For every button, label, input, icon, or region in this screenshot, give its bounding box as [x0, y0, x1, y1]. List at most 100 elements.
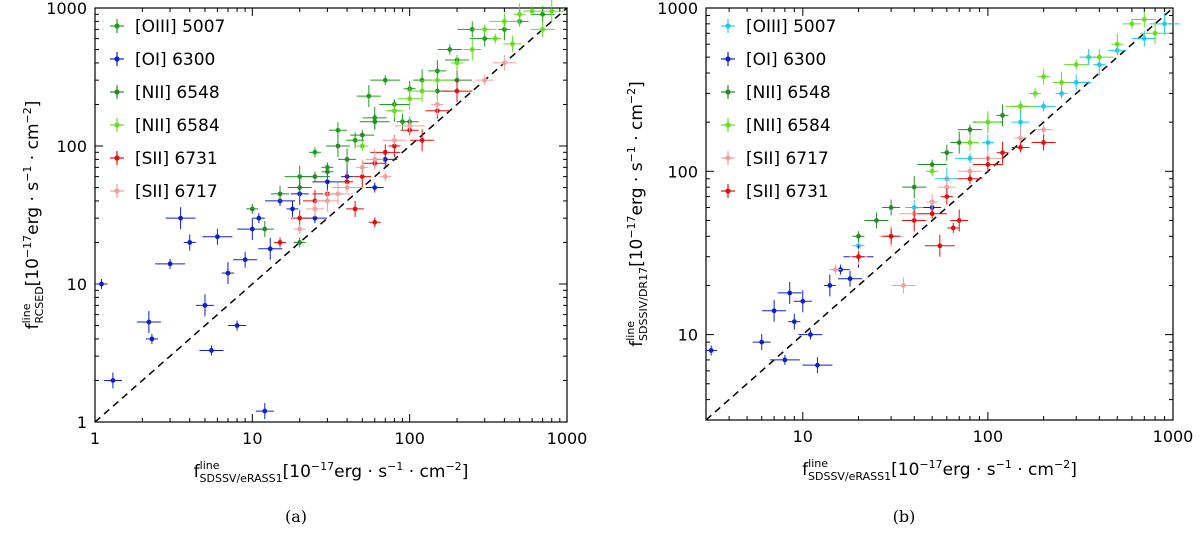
data-point [985, 140, 991, 145]
data-point [407, 96, 413, 102]
data-point [529, 8, 535, 14]
legend-marker [725, 122, 731, 128]
data-point [1152, 30, 1158, 36]
data-point [434, 68, 440, 74]
data-point [359, 143, 365, 149]
x-axis-label: fline SDSSV/eRASS1[10−17erg · s−1 · cm−2] [802, 457, 1077, 483]
data-point [967, 168, 973, 174]
legend-label: [NII] 6548 [746, 83, 831, 103]
x-tick-label: 1000 [1153, 427, 1194, 446]
data-point [1018, 103, 1023, 109]
data-point [335, 143, 341, 149]
data-point [800, 298, 806, 304]
data-point [501, 60, 507, 66]
data-point [110, 378, 116, 383]
series--nii-6584 [356, 0, 564, 151]
x-tick-label: 1000 [547, 429, 588, 448]
data-point [419, 88, 425, 94]
legend-marker [114, 89, 120, 95]
data-point [1041, 74, 1047, 80]
data-point [178, 215, 184, 221]
data-point [392, 143, 397, 149]
data-point [482, 77, 488, 83]
legend: [OIII] 5007 [OI] 6300 [NII] 6548 [NII] 6584… [110, 17, 225, 202]
y-tick-label: 10 [678, 326, 698, 345]
legend-label: [OI] 6300 [746, 50, 826, 70]
data-point [234, 323, 240, 328]
y-tick-label: 1000 [46, 0, 87, 18]
series--sii-6731 [852, 134, 1056, 262]
panel-a: 1 10 100 1000 1 10 100 1000 [OIII] 5007 [OI] 6300… [46, 0, 587, 526]
y-axis-label: flineSDSSIV/DR17[10−17erg · s−1 · cm−2] [624, 81, 650, 347]
data-point [209, 348, 214, 353]
legend-label: [SII] 6717 [746, 149, 829, 169]
data-point [856, 254, 861, 260]
data-point [1000, 112, 1005, 118]
data-point [1073, 62, 1079, 68]
data-point [352, 206, 358, 212]
data-point [454, 88, 460, 94]
data-point [540, 26, 546, 32]
data-point [434, 102, 440, 107]
data-point [911, 218, 917, 223]
data-point [815, 362, 820, 368]
x-tick-label: 100 [973, 427, 1004, 446]
data-point [929, 168, 935, 174]
data-point [787, 290, 793, 296]
data-point [297, 185, 303, 190]
data-point [290, 206, 295, 212]
data-point [1162, 21, 1167, 27]
legend-marker [725, 56, 731, 62]
legend-label: [NII] 6548 [135, 83, 220, 103]
data-point [382, 149, 388, 155]
series--oiii-5007 [852, 12, 1180, 251]
data-point [1018, 135, 1023, 141]
data-point [888, 233, 894, 239]
y-axis-label: flineRCSED[10−17erg · s−1 · cm−2] [20, 101, 46, 330]
one-to-one-line [94, 7, 568, 423]
data-point [359, 132, 365, 138]
panel-caption: (a) [285, 507, 307, 526]
legend-marker [725, 188, 731, 194]
data-point [1073, 80, 1079, 85]
data-point [950, 225, 956, 231]
data-point [782, 357, 788, 363]
data-point [344, 185, 350, 190]
one-to-one-line [705, 7, 1174, 421]
data-point [944, 150, 950, 156]
series--oiii-5007 [284, 6, 555, 188]
data-point [187, 240, 193, 245]
data-point [454, 60, 460, 66]
data-point [372, 219, 378, 225]
data-point [929, 162, 935, 167]
plot-frame [94, 7, 568, 423]
data-point [256, 215, 262, 221]
data-point [967, 140, 973, 145]
y-tick-label: 1000 [657, 0, 698, 18]
data-point [372, 156, 378, 162]
legend-label: [OI] 6300 [135, 50, 215, 70]
data-point [312, 215, 318, 221]
legend-marker [114, 188, 120, 194]
data-point [312, 174, 318, 180]
data-point [215, 234, 220, 240]
data-point [911, 205, 917, 210]
legend-marker [114, 155, 120, 161]
x-axis-label: fline SDSSV/eRASS1[10−17erg · s−1 · cm−2] [194, 459, 469, 485]
data-point [359, 164, 365, 170]
legend-label: [SII] 6731 [135, 149, 218, 169]
data-point [434, 77, 440, 83]
data-point [540, 11, 546, 17]
legend-label: [NII] 6584 [746, 116, 831, 136]
data-point [482, 26, 488, 32]
data-point [344, 179, 350, 185]
data-point [759, 339, 765, 345]
data-point [359, 174, 365, 180]
legend-marker [114, 122, 120, 128]
data-point [482, 36, 488, 42]
data-point [492, 36, 498, 42]
data-point [549, 8, 555, 14]
legend-label: [OIII] 5007 [135, 17, 225, 37]
data-point [1041, 127, 1047, 133]
